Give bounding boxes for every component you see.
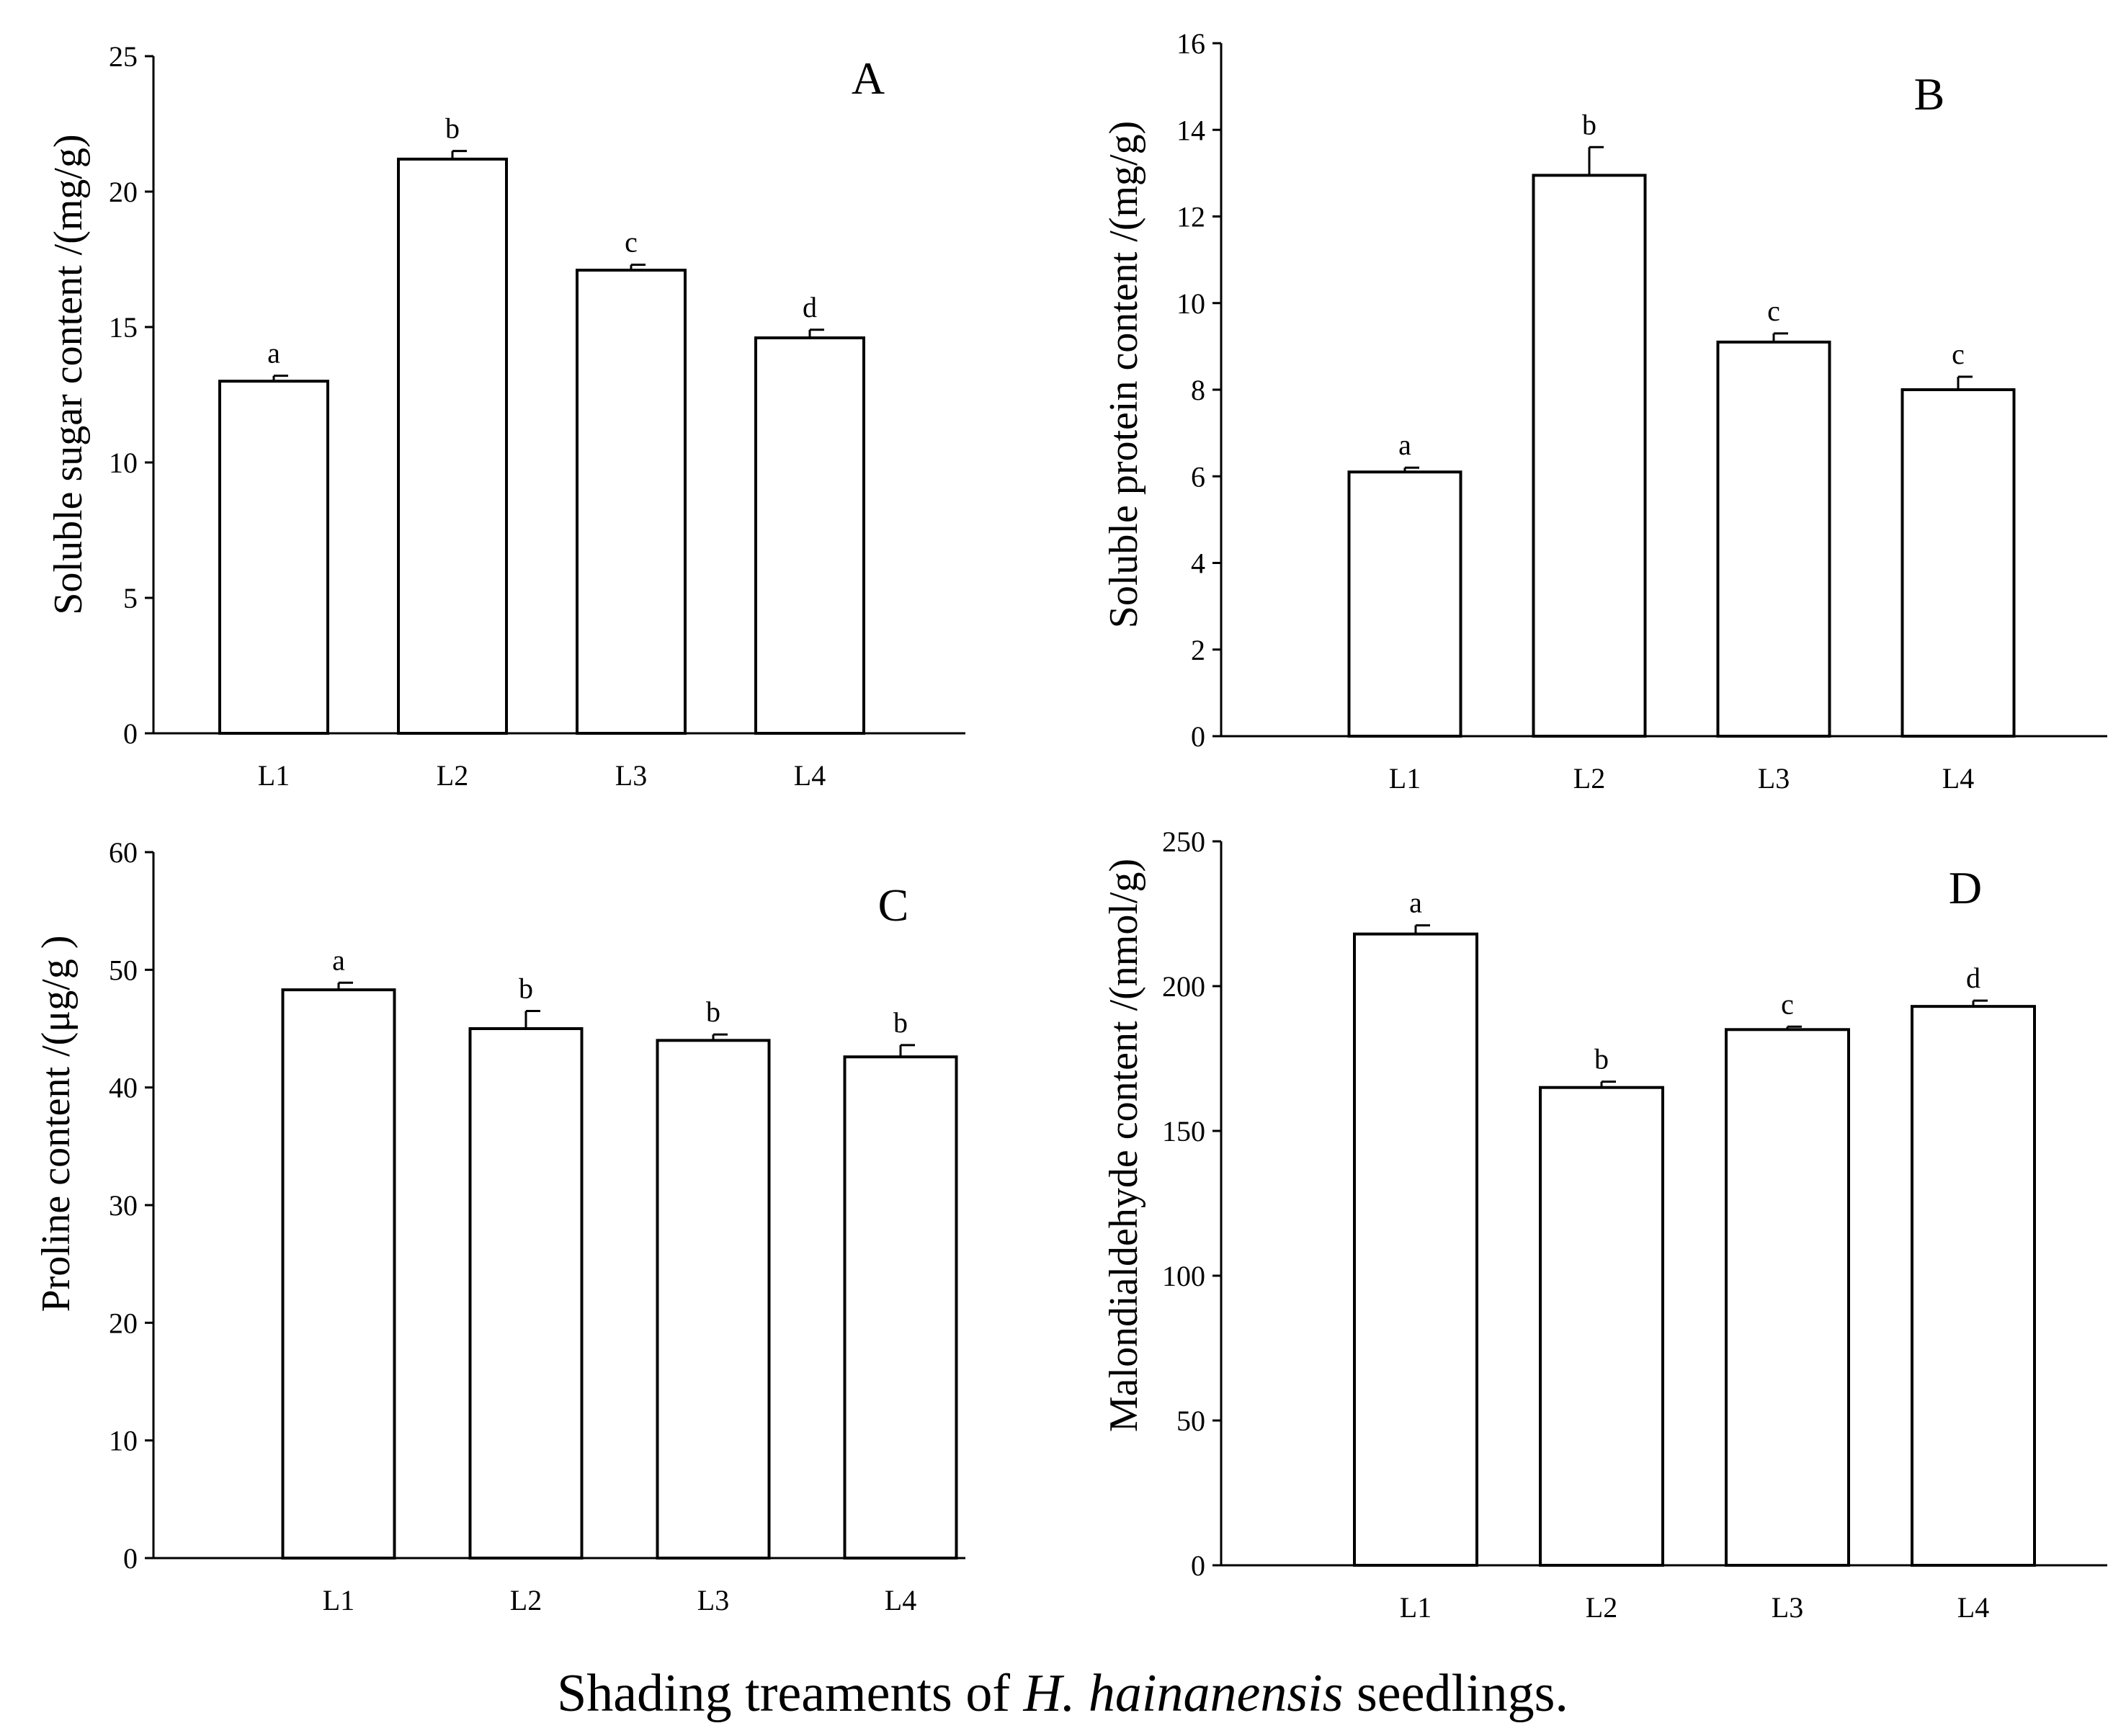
chart-panel-d: 0 50 100 150 200 250 Malondialdehyde content /… <box>1102 826 2107 1624</box>
panel-label: B <box>1914 68 1945 120</box>
significance-letter: d <box>1966 962 1980 994</box>
y-tick-label: 60 <box>109 836 138 869</box>
bar-l1 <box>1347 470 1462 738</box>
bar-l2 <box>1532 174 1647 738</box>
x-tick-label: L1 <box>1389 762 1421 795</box>
caption-prefix: Shading treaments of <box>557 1664 1023 1723</box>
bar-l3 <box>576 269 687 735</box>
bar-l4 <box>1901 388 2016 738</box>
significance-letter: b <box>893 1006 908 1039</box>
x-tick-label: L2 <box>1573 762 1605 795</box>
bar-l3 <box>656 1039 771 1560</box>
significance-letter: a <box>332 944 345 976</box>
y-tick-label: 25 <box>109 40 138 73</box>
significance-letter: c <box>625 226 638 259</box>
chart-panel-c: 0 10 20 30 40 50 60 Proline content /(μg/g ) Ca L… <box>34 836 965 1616</box>
significance-letter: c <box>1952 338 1965 370</box>
y-tick-label: 20 <box>109 1307 138 1339</box>
significance-letter: b <box>1582 108 1596 140</box>
y-tick-label: 100 <box>1162 1260 1205 1292</box>
x-tick-label: L4 <box>885 1584 916 1616</box>
bar-l2 <box>468 1027 584 1560</box>
y-tick-label: 150 <box>1162 1115 1205 1147</box>
bar-l2 <box>397 157 508 735</box>
significance-letter: a <box>1409 887 1422 919</box>
y-tick-label: 250 <box>1162 826 1205 858</box>
x-tick-label: L3 <box>697 1584 729 1616</box>
y-tick-label: 40 <box>109 1072 138 1104</box>
bar-l1 <box>281 988 396 1560</box>
y-tick-label: 0 <box>1191 720 1205 753</box>
bar-l2 <box>1539 1086 1664 1567</box>
x-tick-label: L2 <box>437 759 468 792</box>
y-tick-label: 8 <box>1191 374 1205 406</box>
y-axis-label: Malondialdehyde content /(nmol/g) <box>1102 859 1146 1432</box>
panel-label: C <box>878 880 909 931</box>
bar-l4 <box>1911 1005 2036 1567</box>
y-tick-label: 15 <box>109 311 138 344</box>
y-tick-label: 0 <box>123 717 138 750</box>
bar-l3 <box>1725 1028 1850 1567</box>
panel-label: A <box>852 53 885 104</box>
x-tick-label: L1 <box>258 759 290 792</box>
y-tick-label: 6 <box>1191 460 1205 493</box>
y-tick-label: 14 <box>1176 114 1205 146</box>
significance-letter: b <box>445 112 460 145</box>
x-tick-label: L1 <box>323 1584 354 1616</box>
bar-l3 <box>1716 340 1831 738</box>
x-tick-label: L4 <box>1942 762 1974 795</box>
significance-letter: d <box>803 291 817 323</box>
y-tick-label: 2 <box>1191 634 1205 666</box>
significance-letter: a <box>1398 429 1411 461</box>
chart-panel-b: 0 2 4 6 8 10 12 14 16 Soluble protein content /(m… <box>1102 27 2107 795</box>
y-tick-label: 10 <box>109 447 138 479</box>
x-tick-label: L4 <box>1957 1591 1989 1624</box>
panel-label: D <box>1949 862 1982 913</box>
x-tick-label: L1 <box>1400 1591 1432 1624</box>
chart-panel-a: 0 5 10 15 20 25 Soluble sugar content /(mg/g) A… <box>46 40 965 792</box>
x-tick-label: L2 <box>1586 1591 1617 1624</box>
y-tick-label: 10 <box>1176 287 1205 320</box>
caption-species: H. hainanensis <box>1022 1664 1343 1723</box>
y-tick-label: 16 <box>1176 27 1205 60</box>
y-tick-label: 0 <box>123 1542 138 1575</box>
significance-letter: b <box>1594 1043 1609 1075</box>
y-tick-label: 20 <box>109 176 138 208</box>
significance-letter: a <box>267 337 280 370</box>
y-tick-label: 50 <box>109 954 138 986</box>
y-tick-label: 0 <box>1191 1549 1205 1582</box>
caption-suffix: seedlings. <box>1343 1664 1568 1723</box>
x-tick-label: L4 <box>794 759 826 792</box>
bar-l4 <box>843 1055 958 1560</box>
significance-letter: c <box>1767 295 1780 327</box>
figure-caption: Shading treaments of H. hainanensis seed… <box>557 1664 1568 1723</box>
y-tick-label: 4 <box>1191 547 1205 580</box>
y-tick-label: 5 <box>123 582 138 614</box>
y-axis-label: Soluble protein content /(mg/g) <box>1102 121 1146 629</box>
y-tick-label: 12 <box>1176 201 1205 233</box>
bar-l1 <box>218 380 329 735</box>
x-tick-label: L3 <box>1772 1591 1803 1624</box>
significance-letter: b <box>706 995 720 1028</box>
significance-letter: b <box>519 972 533 1005</box>
y-axis-label: Soluble sugar content /(mg/g) <box>46 134 91 614</box>
x-tick-label: L3 <box>615 759 647 792</box>
significance-letter: c <box>1781 988 1794 1020</box>
y-axis-label: Proline content /(μg/g ) <box>34 935 79 1312</box>
y-tick-label: 30 <box>109 1189 138 1222</box>
bar-l1 <box>1353 932 1478 1567</box>
y-tick-label: 200 <box>1162 970 1205 1003</box>
x-tick-label: L3 <box>1758 762 1790 795</box>
y-tick-label: 10 <box>109 1425 138 1457</box>
bar-l4 <box>754 336 865 735</box>
y-tick-label: 50 <box>1176 1405 1205 1437</box>
x-tick-label: L2 <box>510 1584 542 1616</box>
